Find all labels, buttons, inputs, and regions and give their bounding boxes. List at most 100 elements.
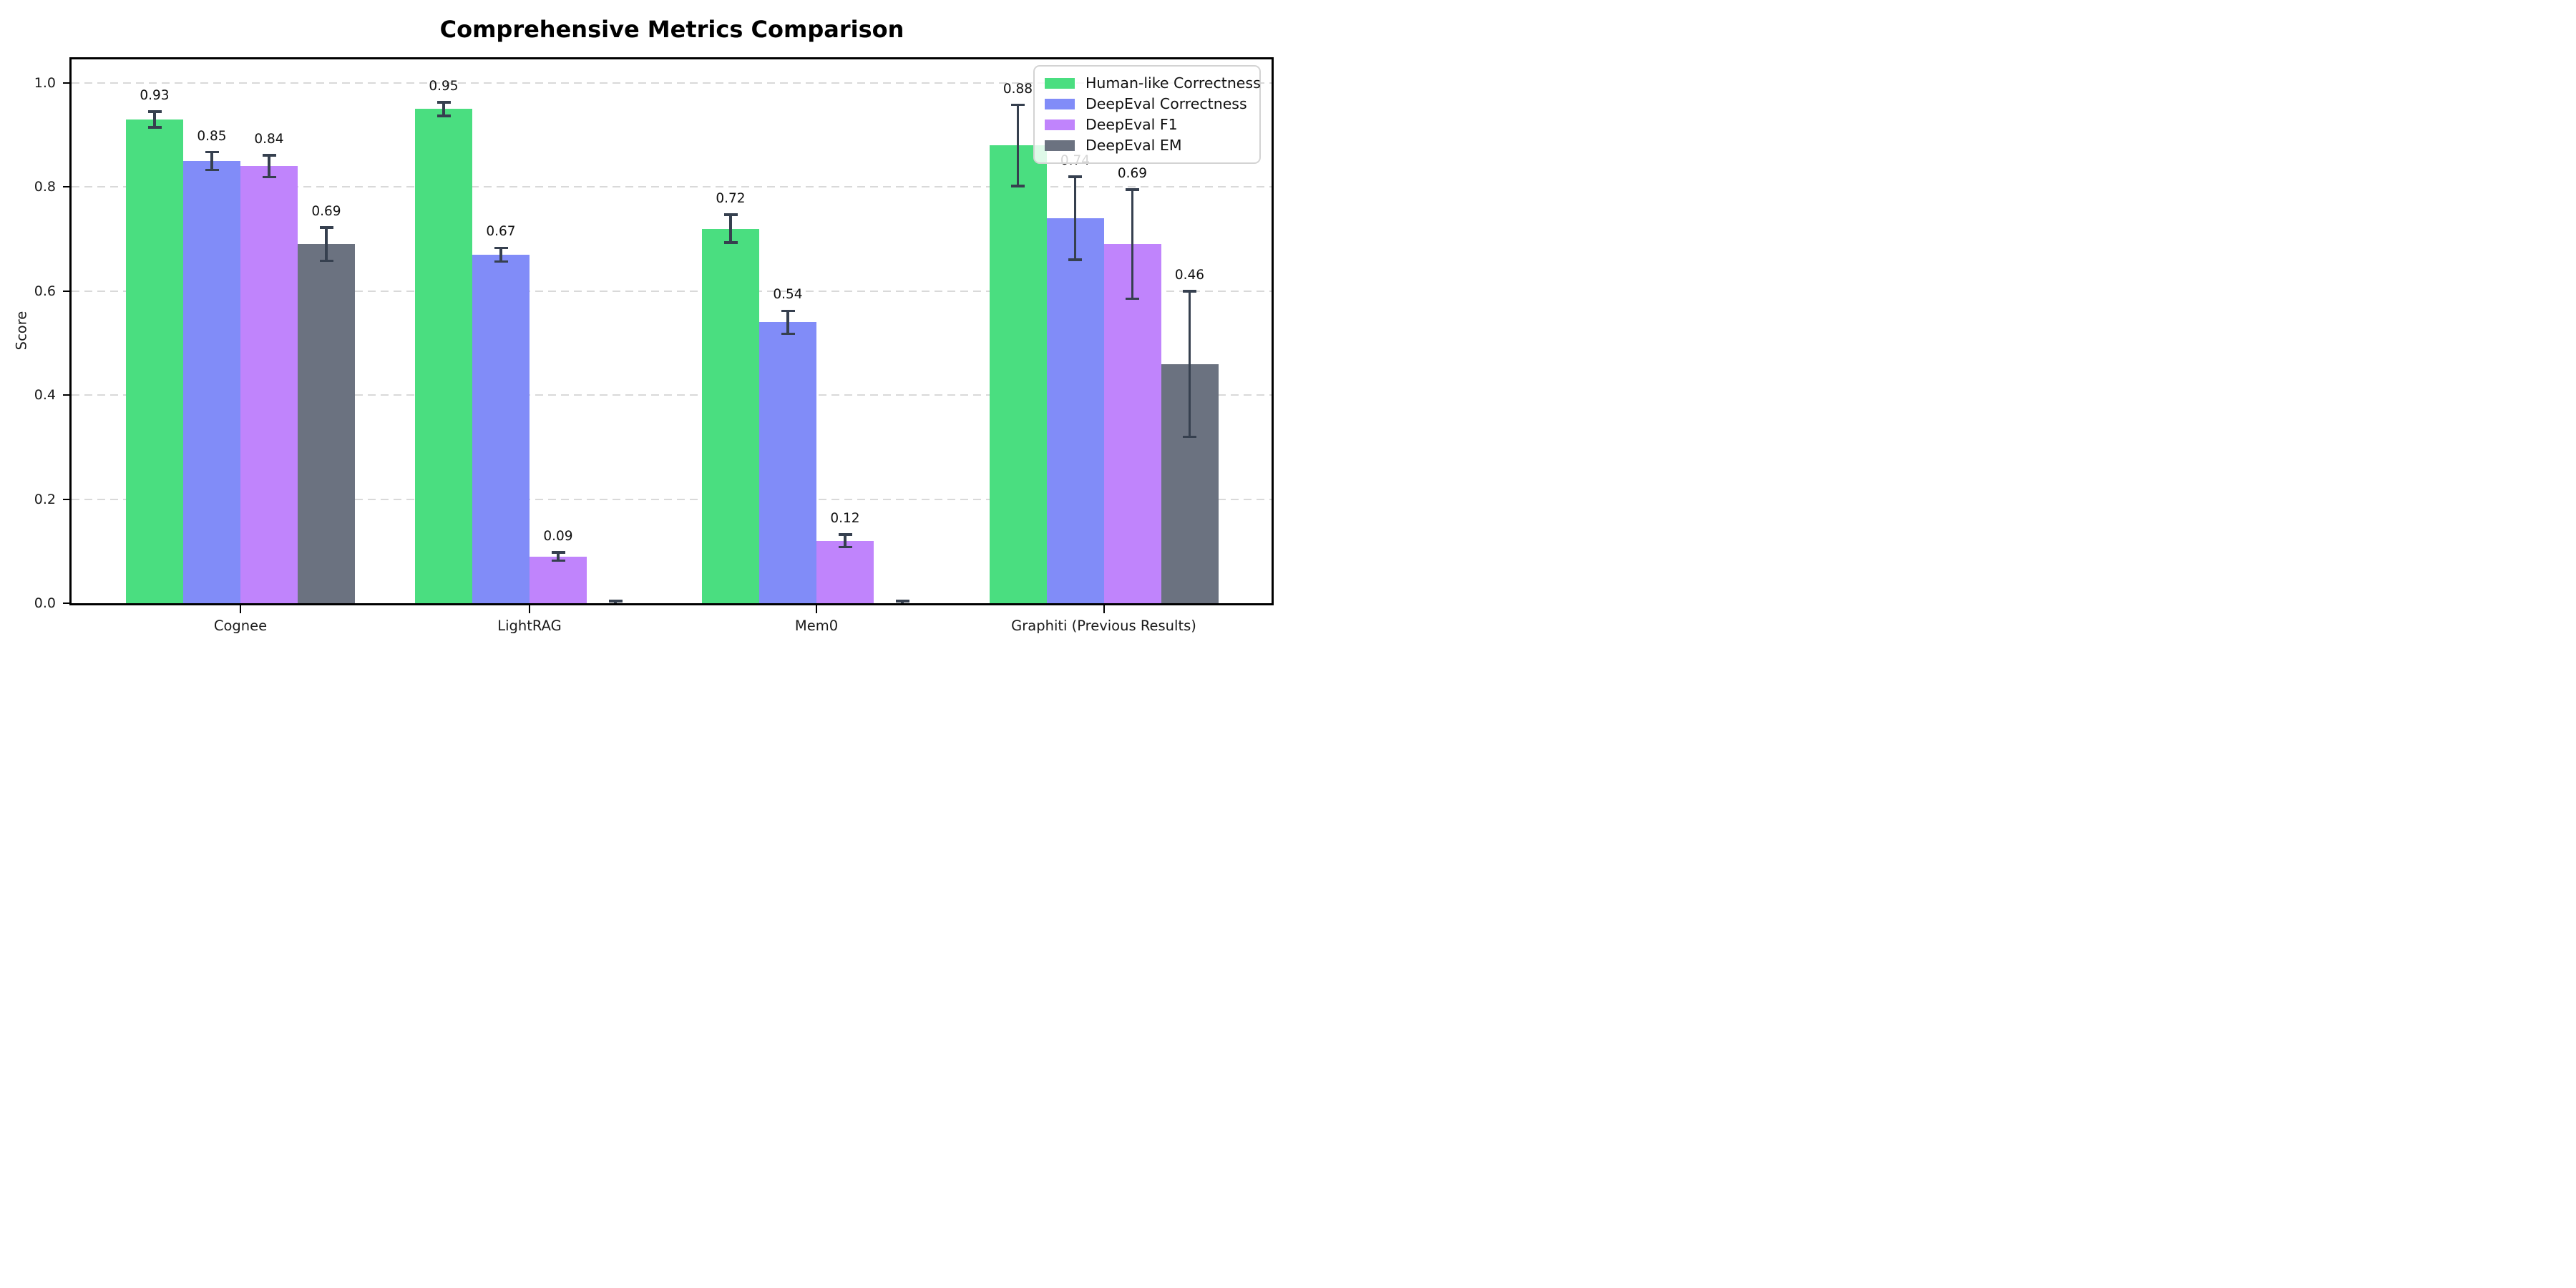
error-bar-cap xyxy=(608,600,623,602)
bar-chart-figure: Comprehensive Metrics Comparison Score 0… xyxy=(0,0,1288,644)
gridline xyxy=(72,82,1272,84)
value-label: 0.88 xyxy=(1002,81,1033,97)
error-bar xyxy=(442,102,445,116)
plot-area: 0.0 0.2 0.4 0.6 0.8 1.0 0.93 0.95 0.72 0.88 0.85 0.… xyxy=(0,0,1288,644)
legend-swatch-icon xyxy=(1045,99,1075,109)
error-bar-cap xyxy=(262,175,276,179)
x-tick-mark xyxy=(240,605,241,613)
error-bar xyxy=(557,552,560,561)
error-bar-cap xyxy=(838,545,852,549)
value-label: 0.95 xyxy=(429,78,459,94)
bar xyxy=(472,254,530,603)
y-tick-label: 0.0 xyxy=(34,595,56,611)
error-bar-cap xyxy=(1011,103,1025,107)
value-label: 0.09 xyxy=(543,528,573,544)
legend-label: DeepEval Correctness xyxy=(1085,95,1247,113)
bar xyxy=(702,228,759,603)
bar xyxy=(816,540,874,603)
error-bar-cap xyxy=(147,126,162,129)
error-bar xyxy=(844,535,847,547)
value-label: 0.12 xyxy=(830,511,860,527)
value-label: 0.69 xyxy=(1117,166,1148,182)
value-label: 0.46 xyxy=(1174,267,1205,283)
legend-label: Human-like Correctness xyxy=(1085,74,1261,92)
legend-swatch-icon xyxy=(1045,78,1075,89)
bar xyxy=(126,119,183,603)
error-bar xyxy=(499,248,502,262)
error-bar xyxy=(210,152,213,170)
bar xyxy=(759,322,816,604)
error-bar-cap xyxy=(494,246,508,250)
y-tick-mark xyxy=(63,186,72,188)
error-bar-cap xyxy=(551,559,565,562)
x-tick-label: Cognee xyxy=(213,618,268,634)
y-tick-label: 0.6 xyxy=(34,283,56,299)
y-tick-mark xyxy=(63,498,72,500)
y-tick-mark xyxy=(63,394,72,396)
error-bar-cap xyxy=(895,600,909,602)
error-bar-cap xyxy=(838,533,852,536)
error-bar-cap xyxy=(1183,435,1196,439)
value-label: 0.67 xyxy=(486,224,516,240)
value-label: 0.54 xyxy=(773,287,803,303)
legend-swatch-icon xyxy=(1045,119,1075,130)
x-tick-label: Graphiti (Previous Results) xyxy=(1011,618,1196,634)
y-tick-mark xyxy=(63,82,72,84)
error-bar xyxy=(1016,104,1020,186)
error-bar-cap xyxy=(723,241,738,244)
error-bar xyxy=(1073,176,1077,260)
chart-title: Comprehensive Metrics Comparison xyxy=(439,16,904,43)
bar xyxy=(415,109,472,604)
error-bar-cap xyxy=(147,110,162,113)
bar xyxy=(1103,244,1161,604)
error-bar-cap xyxy=(436,114,451,117)
error-bar-cap xyxy=(1183,290,1196,293)
bar xyxy=(989,145,1047,604)
y-tick-label: 0.4 xyxy=(34,387,56,404)
y-tick-mark xyxy=(63,290,72,292)
error-bar-cap xyxy=(319,226,333,229)
gridline xyxy=(72,394,1272,396)
value-label: 0.69 xyxy=(311,204,341,220)
error-bar-cap xyxy=(205,168,219,172)
value-label: 0.93 xyxy=(140,87,170,103)
x-tick-label: LightRAG xyxy=(497,618,562,634)
bar xyxy=(240,166,298,604)
x-tick-label: Mem0 xyxy=(794,618,839,634)
gridline xyxy=(72,290,1272,292)
bar xyxy=(183,161,240,604)
bar xyxy=(1046,218,1104,604)
legend: Human-like Correctness DeepEval Correctne… xyxy=(1033,65,1261,164)
x-tick-mark xyxy=(816,605,817,613)
value-label: 0.85 xyxy=(197,128,227,144)
x-tick-mark xyxy=(1103,605,1105,613)
value-label: 0.84 xyxy=(254,132,284,147)
error-bar-cap xyxy=(1068,175,1082,178)
error-bar-cap xyxy=(551,551,565,554)
legend-label: DeepEval EM xyxy=(1085,137,1182,155)
legend-swatch-icon xyxy=(1045,140,1075,151)
axis-spine-bottom xyxy=(69,603,1274,605)
value-label: 0.72 xyxy=(716,190,746,206)
error-bar-cap xyxy=(494,260,508,263)
error-bar xyxy=(1131,190,1134,299)
error-bar xyxy=(729,214,732,243)
error-bar-cap xyxy=(1068,258,1082,261)
error-bar-cap xyxy=(781,332,795,336)
error-bar-cap xyxy=(319,259,333,263)
x-tick-mark xyxy=(529,605,530,613)
y-tick-label: 1.0 xyxy=(34,75,56,91)
axis-spine-left xyxy=(69,57,72,605)
legend-item: DeepEval Correctness xyxy=(1045,96,1249,112)
bar xyxy=(530,556,587,603)
error-bar xyxy=(1188,291,1191,437)
y-tick-label: 0.8 xyxy=(34,179,56,195)
error-bar-cap xyxy=(781,309,795,313)
error-bar xyxy=(268,155,270,177)
legend-item: Human-like Correctness xyxy=(1045,75,1261,92)
bar xyxy=(298,244,355,604)
gridline xyxy=(72,186,1272,188)
axis-spine-right xyxy=(1272,57,1274,605)
legend-label: DeepEval F1 xyxy=(1085,116,1178,134)
legend-item: DeepEval F1 xyxy=(1045,117,1249,133)
